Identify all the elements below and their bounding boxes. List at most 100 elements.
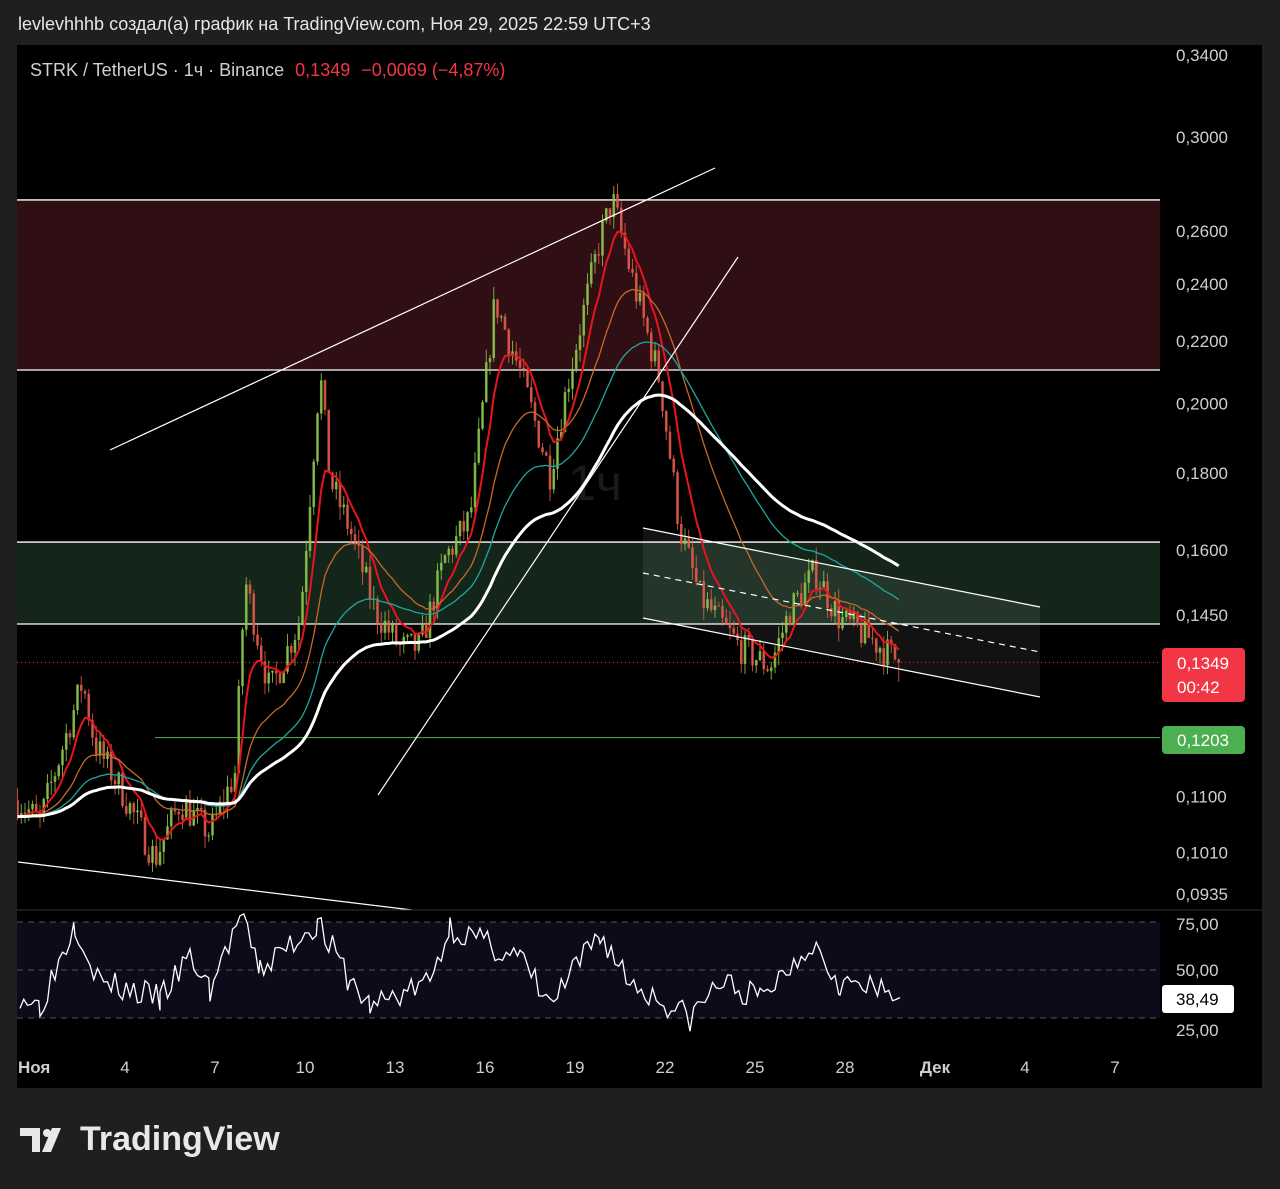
candle-body <box>387 620 391 633</box>
rsi-axis-tick: 25,00 <box>1176 1021 1219 1040</box>
candle-body <box>342 504 346 508</box>
price-axis-tick: 0,1100 <box>1176 787 1227 806</box>
candle-body <box>803 582 807 605</box>
candle-body <box>466 512 469 532</box>
candle-body <box>488 358 492 363</box>
candle-body <box>169 809 173 827</box>
candle-body <box>327 409 331 473</box>
candle-body <box>604 208 608 221</box>
candle-body <box>394 624 398 645</box>
rsi-axis-tick: 50,00 <box>1176 961 1219 980</box>
candle-body <box>331 472 334 490</box>
candle-body <box>128 803 132 814</box>
candle-body <box>428 601 432 638</box>
candle-body <box>241 629 244 686</box>
candle-body <box>132 803 136 813</box>
price-axis-tick: 0,1800 <box>1176 464 1228 483</box>
candle-body <box>139 810 143 818</box>
candle-body <box>177 811 181 815</box>
rsi-axis-tick: 75,00 <box>1176 915 1219 934</box>
candle-body <box>199 807 203 810</box>
candle-body <box>286 646 289 672</box>
candle-body <box>709 599 713 611</box>
candle-body <box>537 420 541 448</box>
trendline <box>17 861 413 910</box>
time-axis-tick: Ноя <box>18 1058 50 1077</box>
price-axis-tick: 0,1600 <box>1176 541 1228 560</box>
candle-body <box>473 462 477 508</box>
candle-body <box>203 809 207 837</box>
candle-body <box>42 799 46 816</box>
candle-body <box>529 387 533 403</box>
candle-body <box>349 528 353 535</box>
candle-body <box>263 661 267 684</box>
main-pane: 1ч <box>17 167 1160 910</box>
candle-body <box>571 368 574 389</box>
candle-body <box>856 612 859 625</box>
candle-body <box>837 600 841 629</box>
candle-body <box>102 741 106 759</box>
candle-body <box>27 809 31 813</box>
time-axis-tick: 13 <box>386 1058 405 1077</box>
candle-body <box>612 194 616 218</box>
candle-body <box>436 570 439 611</box>
candle-body <box>593 254 597 263</box>
bar-countdown: 00:42 <box>1177 678 1220 697</box>
candle-body <box>274 670 278 674</box>
candle-body <box>702 580 706 609</box>
rsi-value: 38,49 <box>1176 990 1219 1009</box>
candle-body <box>788 616 792 626</box>
time-axis-tick: 16 <box>476 1058 495 1077</box>
candle-body <box>421 623 424 635</box>
candle-body <box>46 782 49 800</box>
candle-body <box>334 481 338 490</box>
candle-body <box>867 618 871 638</box>
candle-body <box>683 538 687 545</box>
candle-body <box>762 651 766 670</box>
candle-body <box>383 620 387 633</box>
candle-body <box>668 431 672 459</box>
candle-body <box>807 570 811 583</box>
candle-body <box>211 814 214 836</box>
candle-body <box>642 292 646 318</box>
candle-body <box>162 839 166 852</box>
channel-midline <box>642 572 1041 653</box>
candle-body <box>664 411 668 432</box>
candle-body <box>259 645 263 662</box>
candle-body <box>443 555 447 563</box>
symbol-price: 0,1349 <box>295 60 351 80</box>
candle-body <box>481 402 484 429</box>
candle-body <box>304 550 308 592</box>
candle-body <box>409 633 413 636</box>
candle-body <box>379 623 383 633</box>
rsi-line <box>19 913 901 1032</box>
candle-body <box>754 660 758 666</box>
price-axis-tick: 0,0935 <box>1176 885 1228 904</box>
candle-body <box>319 380 323 414</box>
current-price-label <box>1162 648 1245 702</box>
candle-body <box>17 799 19 817</box>
candle-body <box>829 608 833 617</box>
time-axis-tick: 7 <box>1110 1058 1119 1077</box>
candle-body <box>346 504 349 529</box>
candle-body <box>173 809 177 812</box>
time-axis-tick: 7 <box>210 1058 219 1077</box>
price-axis-tick: 0,2000 <box>1176 395 1228 414</box>
candle-body <box>582 304 586 336</box>
candle-body <box>852 612 856 620</box>
candle-body <box>841 617 844 629</box>
price-axis-tick: 0,3000 <box>1176 128 1228 147</box>
candle-body <box>267 672 271 684</box>
candle-body <box>282 671 286 684</box>
candle-body <box>706 599 709 609</box>
candle-body <box>833 600 837 617</box>
candle-body <box>323 380 327 410</box>
candle-body <box>878 648 882 653</box>
candle-body <box>897 659 901 663</box>
time-axis-tick: 28 <box>836 1058 855 1077</box>
candle-body <box>859 624 863 644</box>
candle-body <box>79 684 83 691</box>
candle-body <box>826 581 829 609</box>
candle-body <box>882 648 886 666</box>
